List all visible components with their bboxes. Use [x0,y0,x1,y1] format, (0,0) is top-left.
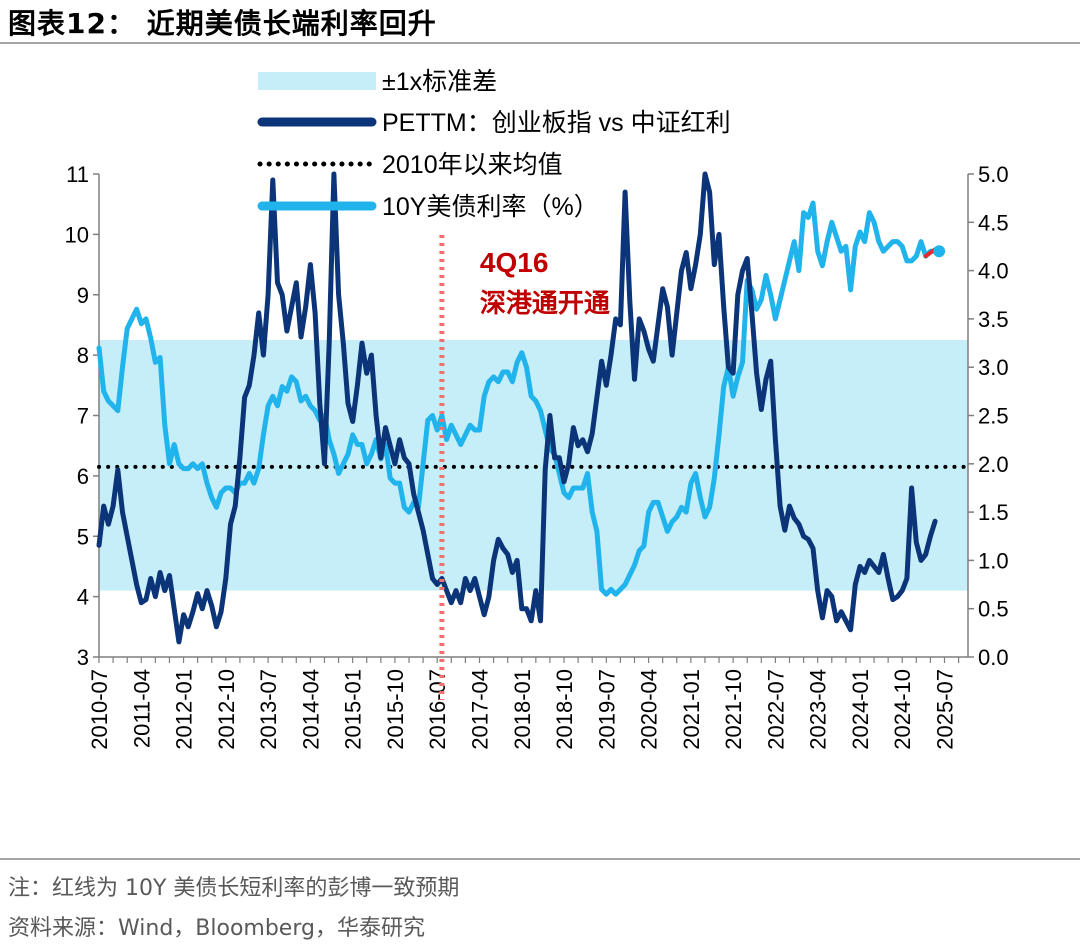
x-tick-label: 2017-04 [467,669,492,750]
right-tick-label: 5.0 [978,162,1009,187]
left-tick-label: 8 [77,343,89,368]
right-tick-label: 2.0 [978,452,1009,477]
event-sub-label: 深港通开通 [480,288,610,318]
right-tick-label: 4.0 [978,259,1009,284]
x-tick-label: 2022-07 [763,669,788,750]
right-tick-label: 3.0 [978,355,1009,380]
right-tick-label: 2.5 [978,404,1009,429]
left-tick-label: 3 [77,645,89,670]
x-tick-label: 2024-01 [848,669,873,750]
legend-label-pettm: PETTM：创业板指 vs 中证红利 [382,109,731,137]
x-tick-label: 2020-04 [637,669,662,750]
x-tick-label: 2012-01 [172,669,197,750]
left-tick-label: 5 [77,524,89,549]
x-tick-label: 2014-04 [298,669,323,750]
title-divider [0,42,1080,44]
chart-title: 图表12： 近期美债长端利率回升 [8,7,437,40]
left-tick-label: 4 [77,585,89,610]
legend-label-band: ±1x标准差 [382,68,497,96]
right-tick-label: 1.5 [978,500,1009,525]
right-tick-label: 3.5 [978,307,1009,332]
left-tick-label: 6 [77,464,89,489]
x-tick-label: 2023-04 [806,669,831,750]
left-tick-label: 11 [66,162,89,187]
right-tick-label: 1.0 [978,548,1009,573]
right-tick-label: 0.5 [978,597,1009,622]
legend-swatch-band [258,72,376,90]
x-tick-label: 2018-10 [552,669,577,750]
footnote: 注：红线为 10Y 美债长短利率的彭博一致预期 [8,876,460,901]
x-tick-label: 2013-07 [256,669,281,750]
x-tick-label: 2012-10 [214,669,239,750]
footer-divider [0,858,1080,860]
x-tick-label: 2025-07 [933,669,958,750]
left-tick-label: 10 [65,222,89,247]
legend-label-avg: 2010年以来均值 [382,151,563,179]
x-tick-label: 2018-01 [510,669,535,750]
x-tick-label: 2019-07 [594,669,619,750]
x-tick-label: 2021-10 [721,669,746,750]
x-tick-label: 2015-01 [341,669,366,750]
pettm-line [96,171,938,645]
legend-label-ust: 10Y美债利率（%） [382,193,599,221]
x-tick-label: 2021-01 [679,669,704,750]
x-tick-label: 2010-07 [87,669,112,750]
chart: 3 4 5 6 7 8 9 10 11 0.0 0.5 1.0 1.5 2.0 2.5 3.0 3.5 4.0 4… [65,68,1009,750]
source-note: 资料来源：Wind，Bloomberg，华泰研究 [8,916,425,941]
x-tick-label: 2024-10 [890,669,915,750]
left-tick-label: 9 [77,283,89,308]
x-tick-label: 2016-07 [425,669,450,750]
x-tick-label: 2011-04 [129,669,154,748]
right-tick-label: 0.0 [978,645,1009,670]
right-tick-label: 4.5 [978,210,1009,235]
x-tick-label: 2015-10 [383,669,408,750]
event-label: 4Q16 [480,247,549,278]
left-tick-label: 7 [77,404,89,429]
ust-10y-last-point [933,245,946,258]
